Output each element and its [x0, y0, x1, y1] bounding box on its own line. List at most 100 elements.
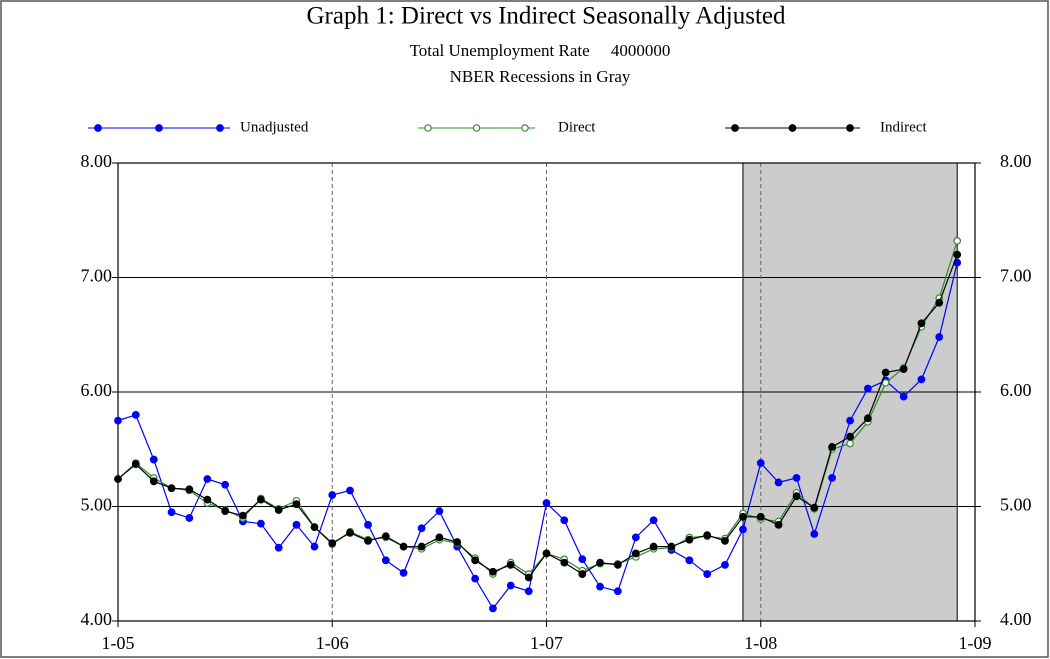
point [114, 475, 122, 483]
point [381, 532, 390, 541]
point [257, 495, 265, 504]
legend-label: Unadjusted [240, 119, 309, 135]
point [310, 523, 319, 532]
point [792, 473, 801, 482]
point [846, 416, 854, 425]
point [631, 533, 640, 542]
point [453, 538, 462, 546]
point [560, 558, 569, 567]
point [221, 507, 230, 515]
point [703, 570, 712, 578]
point [167, 508, 176, 517]
y-tick-label: 8.00 [81, 151, 113, 171]
legend-marker [521, 124, 529, 132]
point [292, 500, 301, 509]
point [364, 520, 372, 529]
point [185, 485, 194, 494]
point [685, 535, 694, 544]
series-line [117, 254, 958, 579]
point [524, 573, 533, 582]
legend-marker [846, 124, 854, 132]
legend-label: Direct [558, 119, 596, 135]
point [846, 432, 854, 441]
point [364, 536, 372, 545]
x-tick-label: 1-09 [959, 633, 992, 653]
point [114, 416, 122, 425]
x-tick-label: 1-07 [530, 633, 563, 653]
point [917, 375, 926, 384]
chart-title: Graph 1: Direct vs Indirect Seasonally A… [306, 3, 786, 30]
point [310, 542, 319, 551]
point [792, 492, 801, 501]
point [274, 543, 283, 552]
point [185, 514, 194, 522]
point [846, 439, 854, 448]
point [774, 520, 783, 529]
point [721, 560, 729, 569]
point [131, 411, 140, 419]
point [810, 530, 819, 538]
point [131, 460, 140, 469]
legend-marker [155, 124, 163, 132]
y-tick-label: 6.00 [81, 380, 113, 400]
point [524, 587, 533, 596]
point [471, 574, 480, 583]
point [899, 392, 908, 401]
point [506, 560, 515, 569]
point [417, 542, 426, 551]
y-tick-label: 7.00 [81, 266, 113, 286]
y-tick-label: 4.00 [81, 609, 113, 629]
legend-marker [731, 124, 739, 132]
point [221, 480, 230, 489]
point [596, 558, 604, 567]
y2-tick-label: 5.00 [1000, 495, 1032, 515]
point [578, 570, 587, 578]
point [346, 528, 354, 537]
point [881, 368, 890, 377]
point [828, 473, 836, 482]
point [953, 250, 962, 259]
point [667, 542, 676, 551]
point [881, 379, 890, 387]
point [899, 365, 908, 374]
point [578, 555, 587, 564]
point [756, 512, 765, 521]
point [953, 237, 962, 245]
point [292, 520, 301, 529]
point [613, 560, 622, 569]
point [149, 455, 158, 464]
point [506, 581, 515, 590]
point [435, 507, 444, 515]
legend-marker [94, 124, 102, 132]
point [435, 533, 444, 542]
point [863, 384, 872, 393]
point [149, 477, 158, 486]
point [935, 298, 944, 307]
point [239, 511, 247, 520]
point [703, 531, 712, 540]
point [542, 549, 551, 558]
legend-marker [788, 124, 797, 132]
point [685, 556, 694, 565]
point [810, 503, 819, 512]
point [613, 587, 622, 596]
legend-marker [424, 124, 432, 132]
chart-subtitle: Total Unemployment Rate 4000000 [410, 41, 671, 60]
x-tick-label: 1-06 [316, 633, 349, 653]
x-tick-label: 1-05 [102, 633, 135, 653]
y2-tick-label: 8.00 [1000, 151, 1032, 171]
point [203, 495, 212, 504]
point [739, 512, 747, 521]
point [756, 459, 765, 467]
point [328, 539, 337, 548]
point [328, 491, 337, 499]
y2-tick-label: 4.00 [1000, 609, 1032, 629]
point [417, 524, 426, 533]
point [381, 556, 390, 565]
point [721, 536, 729, 545]
y2-tick-label: 6.00 [1000, 380, 1032, 400]
point [489, 604, 497, 613]
y2-tick-label: 7.00 [1000, 266, 1032, 286]
legend-label: Indirect [880, 119, 927, 135]
